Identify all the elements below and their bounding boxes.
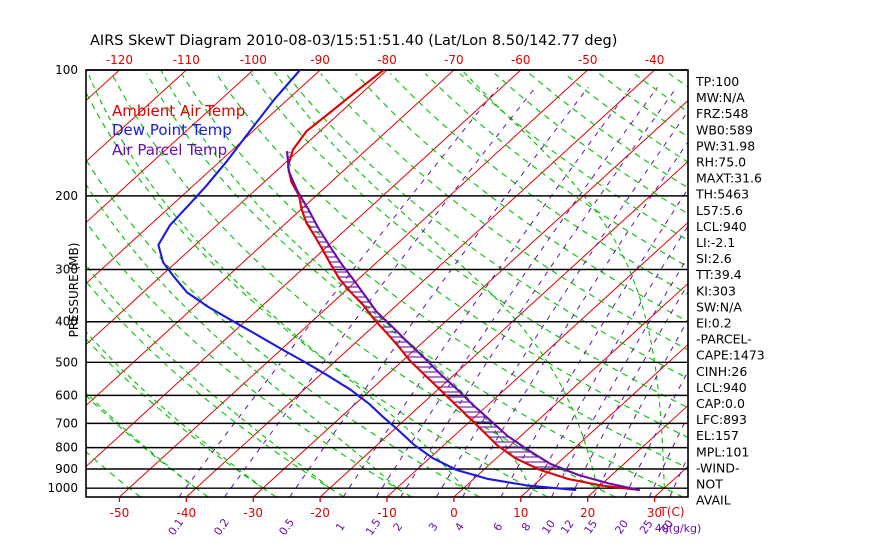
- mixing-ratio-tick-label: 12: [558, 518, 577, 537]
- cape-hatch-area: [287, 151, 560, 468]
- mixing-ratio-tick-label: 15: [582, 518, 601, 537]
- parameter-item: TP:100: [695, 74, 739, 89]
- pressure-axis: 100 200 300 400 500 600 700 800 900 1000: [47, 63, 78, 495]
- mixing-ratio-tick-label: 0.2: [211, 516, 232, 538]
- bottom-temp-tick-label: 0: [450, 506, 458, 520]
- top-temp-axis: -120 -110 -100 -90 -80 -70 -60 -50 -40: [106, 53, 665, 67]
- legend-ambient: Ambient Air Temp: [112, 102, 245, 120]
- pressure-tick-label: 800: [55, 441, 78, 455]
- legend-dewpoint: Dew Point Temp: [112, 121, 232, 139]
- cape-shaded-region: [287, 151, 560, 468]
- x-axis-label-mixing: 40(g/kg): [655, 522, 702, 535]
- mixing-ratio-tick-label: 6: [491, 520, 506, 533]
- parameter-item: FRZ:548: [696, 106, 749, 121]
- mixing-ratio-tick-label: 10: [539, 518, 558, 537]
- bottom-temp-tick-label: 10: [513, 506, 528, 520]
- parameter-item: L57:5.6: [696, 203, 743, 218]
- mixing-ratio-tick-label: 2: [391, 520, 406, 533]
- mixing-ratio-tick-label: 25: [637, 518, 656, 537]
- parameter-item: CAP:0.0: [696, 396, 745, 411]
- mixing-ratio-tick-label: 1: [333, 520, 348, 533]
- pressure-tick-label: 1000: [47, 481, 78, 495]
- mixing-ratio-tick-label: 4: [452, 520, 467, 533]
- page-title: AIRS SkewT Diagram 2010-08-03/15:51:51.4…: [90, 33, 617, 49]
- parameter-item: EL:157: [696, 428, 739, 443]
- sounding-curves: [157, 70, 640, 491]
- parameter-item: LFC:893: [696, 412, 747, 427]
- parameter-item: EI:0.2: [696, 316, 732, 331]
- bottom-temp-tick-label: -30: [243, 506, 263, 520]
- pressure-tick-label: 500: [55, 355, 78, 369]
- parameter-item: CAPE:1473: [696, 348, 765, 363]
- parameter-item: CINH:26: [696, 364, 747, 379]
- bottom-temp-axis: -50 -40 -30 -20 -10 0 10 20 30: [110, 497, 662, 520]
- parameter-item: MW:N/A: [696, 90, 745, 105]
- top-temp-tick-label: -100: [240, 53, 267, 67]
- mixing-ratio-axis: 0.1 0.2 0.5 1 1.5 2 3 4 6 8 10 12 15 20 25 30: [166, 516, 676, 538]
- top-temp-tick-label: -70: [444, 53, 464, 67]
- mixing-ratio-tick-label: 0.5: [276, 516, 297, 538]
- bottom-temp-tick-label: -20: [310, 506, 330, 520]
- parameter-item: AVAIL: [696, 493, 731, 508]
- mixing-ratio-tick-label: 3: [426, 520, 441, 533]
- parameter-item: MAXT:31.6: [696, 171, 762, 186]
- top-temp-tick-label: -40: [645, 53, 665, 67]
- parameter-item: TH:5463: [695, 187, 749, 202]
- bottom-temp-tick-label: -10: [377, 506, 397, 520]
- parameter-item: -WIND-: [696, 460, 740, 475]
- parameter-item: SI:2.6: [696, 251, 732, 266]
- top-temp-tick-label: -50: [578, 53, 598, 67]
- top-temp-tick-label: -120: [106, 53, 133, 67]
- bottom-temp-tick-label: 20: [580, 506, 595, 520]
- legend-parcel: Air Parcel Temp: [112, 141, 227, 159]
- mixing-ratio-tick-label: 8: [519, 520, 534, 533]
- pressure-tick-label: 400: [55, 315, 78, 329]
- parameter-item: KI:303: [696, 283, 736, 298]
- top-temp-tick-label: -60: [511, 53, 531, 67]
- parameter-item: NOT: [696, 477, 723, 492]
- parameter-item: RH:75.0: [696, 155, 746, 170]
- bottom-temp-tick-label: -40: [177, 506, 197, 520]
- mixing-ratio-tick-label: 20: [612, 518, 631, 537]
- pressure-tick-label: 900: [55, 462, 78, 476]
- top-temp-tick-label: -90: [310, 53, 330, 67]
- parameter-item: LCL:940: [696, 219, 747, 234]
- parameter-item: WB0:589: [696, 122, 753, 137]
- y-axis-label: PRESSURE (MB): [67, 243, 81, 338]
- pressure-tick-label: 200: [55, 189, 78, 203]
- top-temp-tick-label: -80: [377, 53, 397, 67]
- parameter-item: -PARCEL-: [696, 332, 752, 347]
- parameter-item: SW:N/A: [696, 299, 742, 314]
- curve-dew-point-temp: [157, 70, 577, 491]
- bottom-temp-tick-label: 30: [647, 506, 662, 520]
- x-axis-label-temp: T(C): [658, 505, 684, 519]
- top-temp-tick-label: -110: [173, 53, 200, 67]
- pressure-tick-label: 300: [55, 263, 78, 277]
- parameter-item: TT:39.4: [695, 267, 742, 282]
- parameter-item: LCL:940: [696, 380, 747, 395]
- parameter-item: MPL:101: [696, 444, 749, 459]
- pressure-tick-label: 700: [55, 416, 78, 430]
- parameter-item: LI:-2.1: [696, 235, 735, 250]
- parameter-item: PW:31.98: [696, 138, 755, 153]
- bottom-temp-tick-label: -50: [110, 506, 130, 520]
- curve-air-parcel-temp: [286, 150, 640, 491]
- pressure-tick-label: 100: [55, 63, 78, 77]
- pressure-tick-label: 600: [55, 388, 78, 402]
